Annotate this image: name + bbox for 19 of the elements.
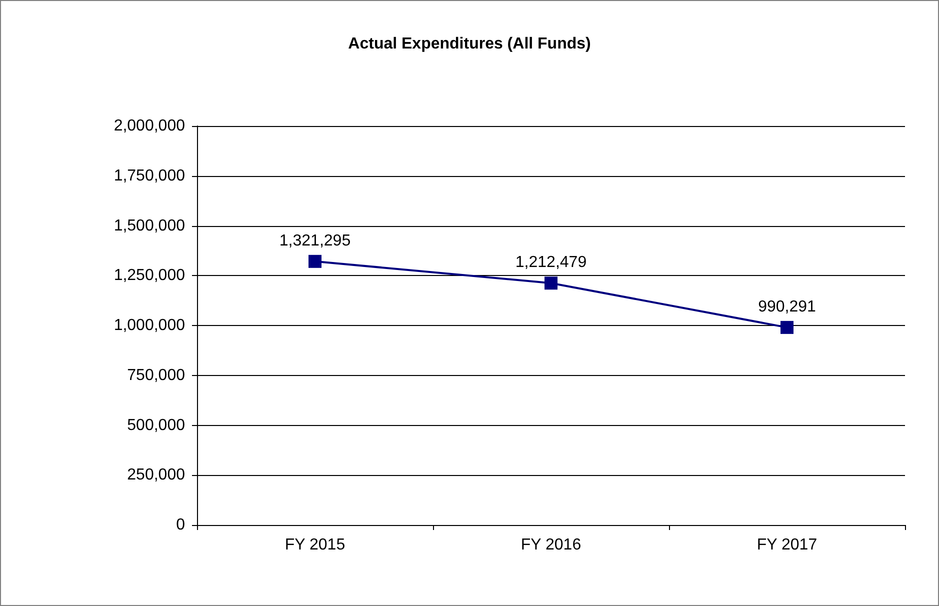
x-tick-label: FY 2016 xyxy=(520,536,582,554)
y-tick-label: 250,000 xyxy=(127,466,186,484)
y-tick-label: 750,000 xyxy=(127,366,186,384)
point xyxy=(308,254,322,268)
y-tick-label: 2,000,000 xyxy=(114,118,186,134)
y-tick-label: 0 xyxy=(176,516,186,534)
point xyxy=(544,276,558,290)
data-label: 990,291 xyxy=(758,298,816,316)
x-tick-label: FY 2015 xyxy=(284,536,346,554)
data-label: 1,321,295 xyxy=(279,232,351,250)
chart-title: Actual Expenditures (All Funds) xyxy=(348,36,591,52)
y-tick-label: 500,000 xyxy=(127,416,186,434)
y-tick-label: 1,500,000 xyxy=(114,217,186,234)
y-tick-label: 1,000,000 xyxy=(114,317,186,334)
x-tick-label: FY 2017 xyxy=(756,536,818,554)
y-tick-label: 1,750,000 xyxy=(114,167,186,184)
y-tick-label: 1,250,000 xyxy=(114,267,186,284)
point xyxy=(780,320,794,334)
data-label: 1,212,479 xyxy=(515,254,587,272)
